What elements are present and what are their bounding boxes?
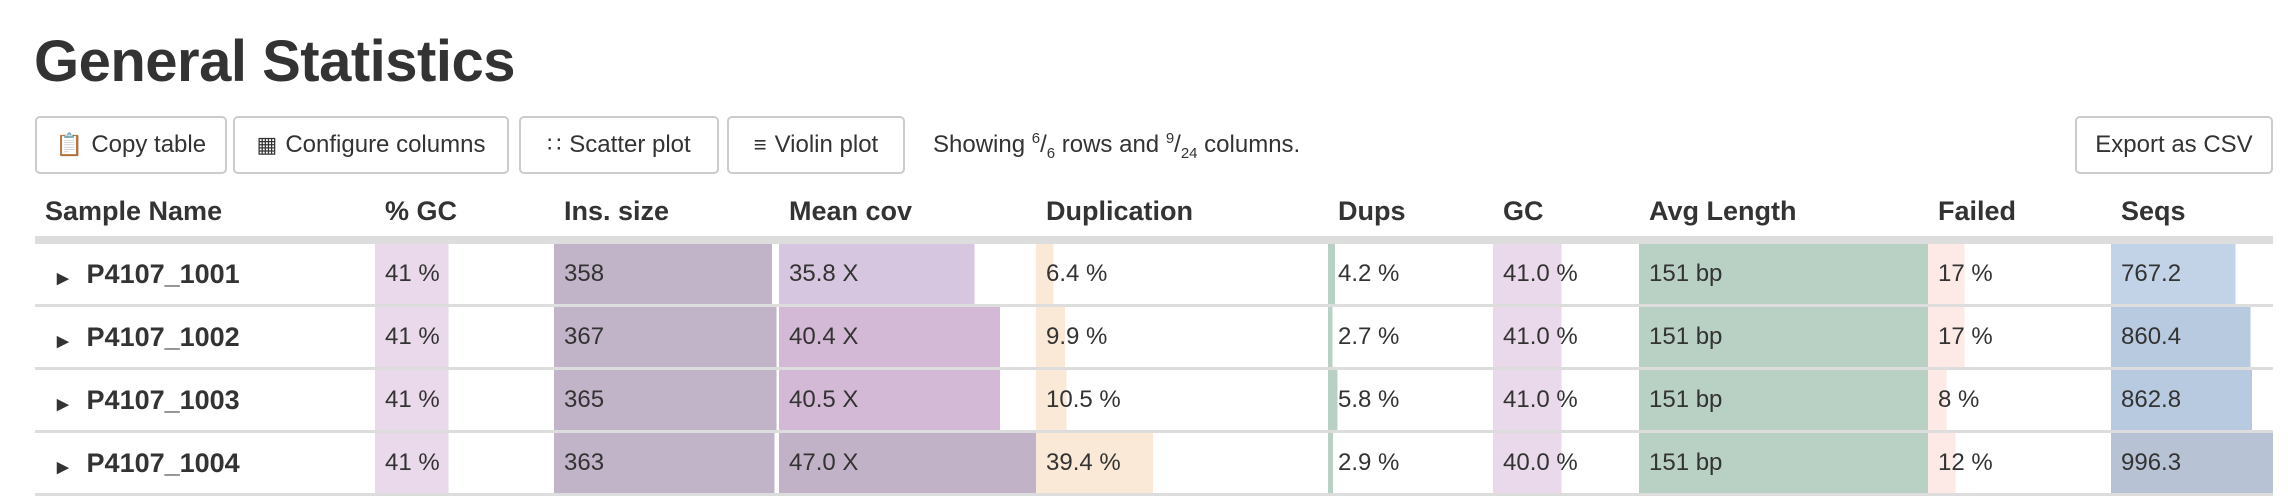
failed-cell: 12 % <box>1928 431 2111 496</box>
column-header-sample-name[interactable]: Sample Name <box>35 186 375 244</box>
pct-gc-cell: 41 % <box>375 368 554 433</box>
clipboard-icon: 📋 <box>55 132 84 157</box>
violin-plot-label: Violin plot <box>774 131 879 158</box>
gc-cell: 41.0 % <box>1493 240 1639 307</box>
configure-columns-label: Configure columns <box>285 131 486 158</box>
expand-caret-icon[interactable]: ▶ <box>57 332 69 350</box>
failed-cell: 17 % <box>1928 240 2111 307</box>
bars-icon: ≡ <box>753 132 767 157</box>
duplication-cell: 9.9 % <box>1036 305 1328 370</box>
export-csv-button[interactable]: Export as CSV <box>2075 116 2273 174</box>
copy-table-button[interactable]: 📋 Copy table <box>35 116 227 174</box>
expand-caret-icon[interactable]: ▶ <box>57 269 69 287</box>
ins-size-cell: 367 <box>554 305 779 370</box>
pct-gc-cell: 41 % <box>375 305 554 370</box>
sample-name: P4107_1002 <box>86 321 240 352</box>
column-header-mean-cov[interactable]: Mean cov <box>779 186 1036 244</box>
scatter-icon: ∷ <box>547 132 562 157</box>
duplication-cell: 10.5 % <box>1036 368 1328 433</box>
failed-cell: 17 % <box>1928 305 2111 370</box>
mean-cov-cell: 35.8 X <box>779 240 1036 307</box>
expand-caret-icon[interactable]: ▶ <box>57 458 69 476</box>
pct-gc-cell: 41 % <box>375 240 554 307</box>
column-header-seqs[interactable]: Seqs <box>2111 186 2273 244</box>
export-csv-label: Export as CSV <box>2095 131 2253 158</box>
table-toolbar: 📋 Copy table ▦ Configure columns ∷ Scatter … <box>35 116 2273 176</box>
table-row: ▶ P4107_1004 41 % 363 47.0 X 39.4 % 2.9 % 40.0 … <box>35 431 2273 496</box>
mean-cov-cell: 47.0 X <box>779 431 1036 496</box>
page-title: General Statistics <box>34 29 516 94</box>
showing-count: Showing 6/6 rows and 9/24 columns. <box>933 130 1301 162</box>
configure-columns-button[interactable]: ▦ Configure columns <box>233 116 509 174</box>
dups-cell: 5.8 % <box>1328 368 1493 433</box>
column-header-avg-length[interactable]: Avg Length <box>1639 186 1928 244</box>
avg-length-cell: 151 bp <box>1639 305 1928 370</box>
dups-cell: 2.7 % <box>1328 305 1493 370</box>
expand-caret-icon[interactable]: ▶ <box>57 395 69 413</box>
sample-name: P4107_1001 <box>86 258 240 289</box>
failed-cell: 8 % <box>1928 368 2111 433</box>
seqs-cell: 860.4 <box>2111 305 2273 370</box>
table-row: ▶ P4107_1003 41 % 365 40.5 X 10.5 % 5.8 % 41.0 … <box>35 368 2273 433</box>
copy-table-label: Copy table <box>91 131 207 158</box>
sample-name-cell[interactable]: ▶ P4107_1002 <box>35 305 375 370</box>
gc-cell: 41.0 % <box>1493 305 1639 370</box>
grid-icon: ▦ <box>256 132 278 157</box>
ins-size-cell: 365 <box>554 368 779 433</box>
scatter-plot-button[interactable]: ∷ Scatter plot <box>519 116 719 174</box>
violin-plot-button[interactable]: ≡ Violin plot <box>727 116 905 174</box>
avg-length-cell: 151 bp <box>1639 368 1928 433</box>
general-statistics-table: Sample Name% GC Ins. size Mean cov Duplicat… <box>35 186 2273 496</box>
scatter-plot-label: Scatter plot <box>569 131 691 158</box>
ins-size-cell: 363 <box>554 431 779 496</box>
sample-name: P4107_1004 <box>86 447 240 478</box>
mean-cov-cell: 40.4 X <box>779 305 1036 370</box>
dups-cell: 2.9 % <box>1328 431 1493 496</box>
seqs-cell: 767.2 <box>2111 240 2273 307</box>
avg-length-cell: 151 bp <box>1639 431 1928 496</box>
duplication-cell: 39.4 % <box>1036 431 1328 496</box>
column-header-duplication[interactable]: Duplication <box>1036 186 1328 244</box>
column-header-ins-size[interactable]: Ins. size <box>554 186 779 244</box>
sample-name: P4107_1003 <box>86 384 240 415</box>
sample-name-cell[interactable]: ▶ P4107_1003 <box>35 368 375 433</box>
dups-cell: 4.2 % <box>1328 240 1493 307</box>
duplication-cell: 6.4 % <box>1036 240 1328 307</box>
column-header-dups[interactable]: Dups <box>1328 186 1493 244</box>
column-header-gc[interactable]: GC <box>1493 186 1639 244</box>
table-row: ▶ P4107_1002 41 % 367 40.4 X 9.9 % 2.7 % 41.0 %… <box>35 305 2273 370</box>
sample-name-cell[interactable]: ▶ P4107_1004 <box>35 431 375 496</box>
seqs-cell: 996.3 <box>2111 431 2273 496</box>
header-row: Sample Name% GC Ins. size Mean cov Duplicat… <box>35 186 2273 244</box>
column-header-pct-gc[interactable]: % GC <box>375 186 554 244</box>
ins-size-cell: 358 <box>554 240 779 307</box>
pct-gc-cell: 41 % <box>375 431 554 496</box>
gc-cell: 41.0 % <box>1493 368 1639 433</box>
avg-length-cell: 151 bp <box>1639 240 1928 307</box>
seqs-cell: 862.8 <box>2111 368 2273 433</box>
sample-name-cell[interactable]: ▶ P4107_1001 <box>35 240 375 307</box>
table-row: ▶ P4107_1001 41 % 358 35.8 X 6.4 % 4.2 % 41.0 %… <box>35 240 2273 307</box>
gc-cell: 40.0 % <box>1493 431 1639 496</box>
mean-cov-cell: 40.5 X <box>779 368 1036 433</box>
column-header-failed[interactable]: Failed <box>1928 186 2111 244</box>
